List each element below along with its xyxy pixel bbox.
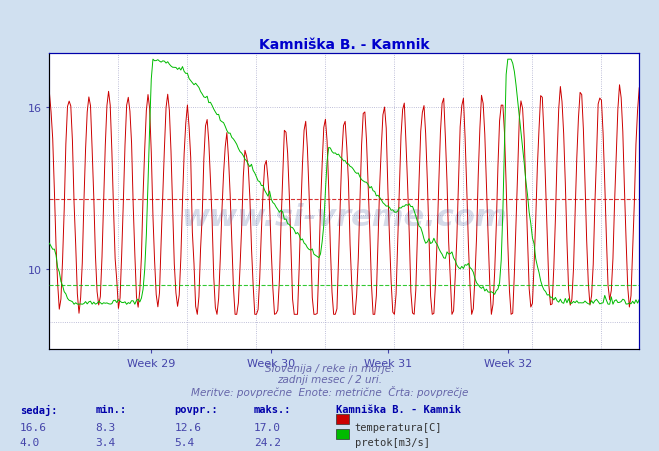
Text: pretok[m3/s]: pretok[m3/s] (355, 437, 430, 446)
Text: temperatura[C]: temperatura[C] (355, 422, 442, 432)
Text: 8.3: 8.3 (96, 422, 116, 432)
Text: Meritve: povprečne  Enote: metrične  Črta: povprečje: Meritve: povprečne Enote: metrične Črta:… (191, 386, 468, 398)
Text: min.:: min.: (96, 404, 127, 414)
Text: povpr.:: povpr.: (175, 404, 218, 414)
Text: zadnji mesec / 2 uri.: zadnji mesec / 2 uri. (277, 374, 382, 384)
Text: Slovenija / reke in morje.: Slovenija / reke in morje. (265, 363, 394, 373)
Text: www.si-vreme.com: www.si-vreme.com (181, 202, 507, 231)
Text: Kamniška B. - Kamnik: Kamniška B. - Kamnik (336, 404, 461, 414)
Text: 24.2: 24.2 (254, 437, 281, 446)
Text: 17.0: 17.0 (254, 422, 281, 432)
Text: 16.6: 16.6 (20, 422, 47, 432)
Text: 5.4: 5.4 (175, 437, 195, 446)
Text: sedaj:: sedaj: (20, 404, 57, 414)
Text: 3.4: 3.4 (96, 437, 116, 446)
Text: 4.0: 4.0 (20, 437, 40, 446)
Title: Kamniška B. - Kamnik: Kamniška B. - Kamnik (259, 37, 430, 51)
Text: 12.6: 12.6 (175, 422, 202, 432)
Text: maks.:: maks.: (254, 404, 291, 414)
